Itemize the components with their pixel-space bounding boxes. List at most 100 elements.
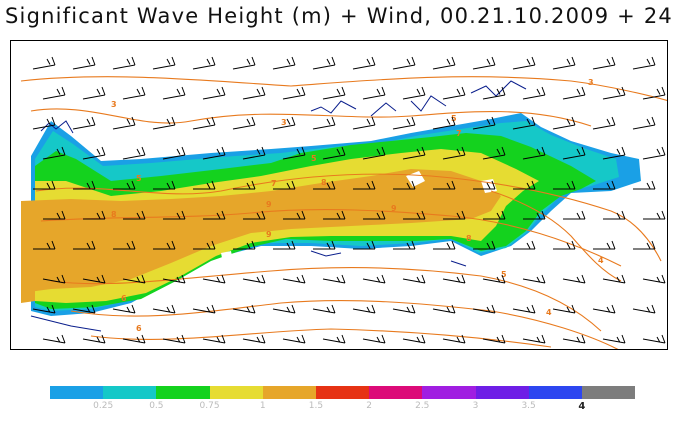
colorbar-tick-label: 3.5 [521,401,536,411]
wind-barb [633,180,656,190]
colorbar-tick-label: 1 [259,401,266,411]
wind-barb [552,116,576,130]
wind-barb [203,210,226,220]
coastline-north [40,80,527,134]
wind-barb [313,180,336,190]
wave-height-map: 3 3 3 5 5 5 5 7 7 8 8 8 9 9 9 6 6 4 4 [10,40,668,350]
wind-barb [442,86,466,100]
wind-barb [632,304,656,314]
wind-barb [482,146,506,160]
wind-barb [362,86,386,100]
wind-barb [152,304,176,314]
wind-barb [72,56,96,70]
wind-barb [433,180,456,190]
wind-barb [242,146,266,160]
wind-barb [392,116,416,130]
wind-barb [473,240,496,250]
colorbar-tick-label: 2 [366,401,372,411]
wind-barb [193,180,216,190]
wind-barb [42,334,66,344]
wind-barb [472,56,496,70]
wind-barb [152,116,176,130]
contour-label: 6 [136,324,142,333]
contour-label: 7 [456,129,462,138]
wind-barb [73,240,96,250]
wind-barb [593,180,616,190]
wind-barb [82,334,106,344]
wind-barb [282,86,306,100]
wind-barb [153,180,176,190]
wind-barb [312,56,336,70]
wind-barb [553,240,576,250]
wind-barb [113,240,136,250]
wind-barb [642,274,666,284]
wind-barb [632,56,656,70]
wind-barb [282,274,306,284]
wind-barb [602,86,626,100]
wind-barb [162,274,186,284]
wind-barb [82,274,106,284]
wind-barb [642,146,666,160]
wind-barb [273,240,296,250]
wind-barb [32,56,56,70]
wind-barb [592,116,616,130]
colorbar [50,386,636,399]
wind-barb [472,304,496,314]
wind-barb [202,274,226,284]
wind-barb [562,334,586,344]
colorbar-swatch [262,386,316,399]
wind-barb [512,56,536,70]
contour-label: 5 [136,174,142,183]
map-canvas: 3 3 3 5 5 5 5 7 7 8 8 8 9 9 9 6 6 4 4 [20,56,667,349]
contour-line-5 [50,267,602,332]
wind-barb [482,86,506,100]
wind-barb [553,180,576,190]
wind-barb [632,116,656,130]
wind-barb [43,210,66,220]
colorbar-swatch [209,386,263,399]
wind-barb [42,86,66,100]
wind-barb [322,146,346,160]
wind-barb [242,86,266,100]
wind-barb [522,334,546,344]
colorbar-swatch [475,386,529,399]
contour-label: 3 [588,78,594,87]
wind-barb [483,210,506,220]
wind-barb [322,86,346,100]
wind-barb [162,334,186,344]
wind-barb [363,210,386,220]
colorbar-swatch [50,386,104,399]
wind-barb [593,240,616,250]
wind-barb [592,56,616,70]
wind-barb [232,116,256,130]
wind-barb [562,274,586,284]
wind-barb [193,240,216,250]
wind-barb [273,180,296,190]
wind-barb [552,304,576,314]
colorbar-labels: 0.25 0.5 0.75 1 1.5 2 2.5 3 3.5 4 [50,401,635,415]
contour-line-4 [40,209,622,267]
wind-barb [482,334,506,344]
wind-barb [353,180,376,190]
contour-labels: 3 3 3 5 5 5 5 7 7 8 8 8 9 9 9 6 6 4 4 [111,78,604,333]
wind-barb [352,304,376,314]
wind-barb [233,240,256,250]
colorbar-swatch [103,386,157,399]
wave-fill-layer [21,113,641,316]
contour-line-7 [90,328,552,348]
wind-barb [432,56,456,70]
contour-line-1 [20,76,667,102]
wind-barb [153,240,176,250]
wind-barb [192,56,216,70]
wind-barb [442,334,466,344]
wind-barb [42,146,66,160]
wind-barb [123,210,146,220]
wind-barb [513,240,536,250]
wind-barb [602,274,626,284]
wind-barb [242,334,266,344]
wind-barb [282,334,306,344]
wind-barb [402,334,426,344]
colorbar-tick-label: 0.25 [93,401,114,411]
wind-barb [83,210,106,220]
colorbar-tick-label: 2.5 [415,401,430,411]
